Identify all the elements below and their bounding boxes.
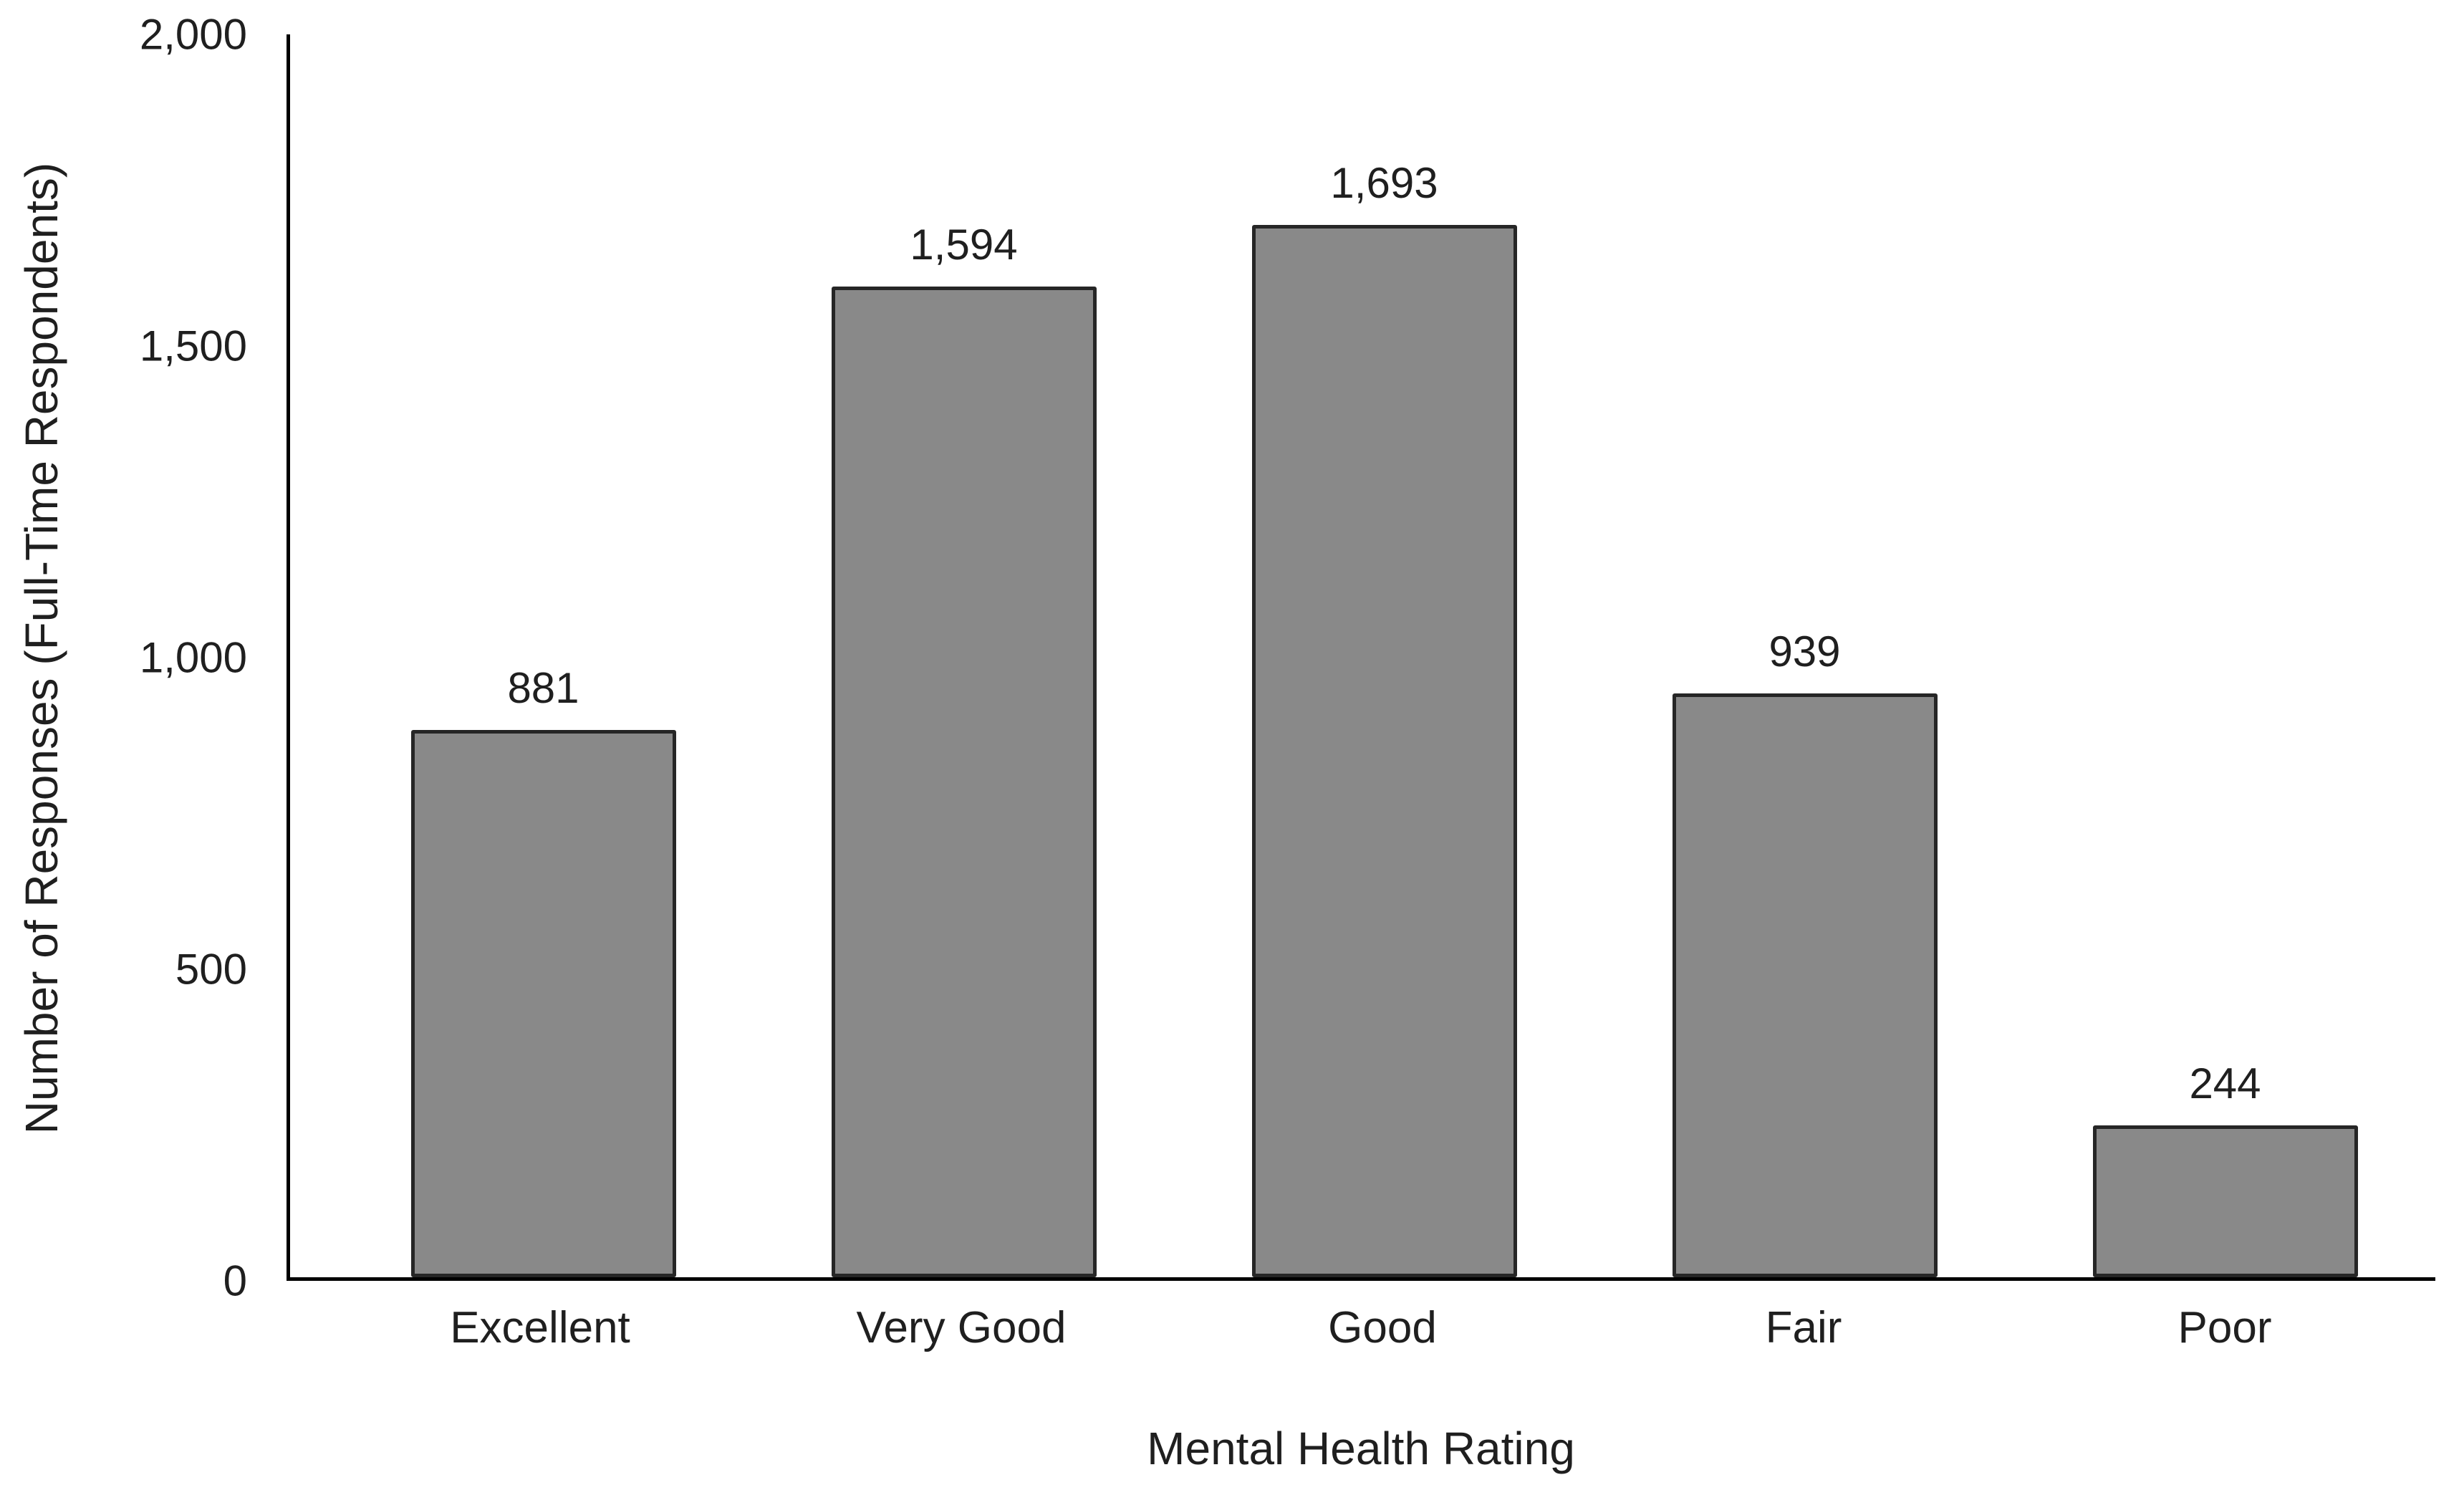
x-tick-label-very-good: Very Good <box>856 1303 1067 1352</box>
bar-value-label-good: 1,693 <box>1330 159 1438 208</box>
plot-area: 881 1,594 1,693 939 244 <box>287 34 2435 1281</box>
x-axis-title: Mental Health Rating <box>1147 1423 1575 1474</box>
bar-very-good <box>831 287 1097 1277</box>
bar-group-fair: 939 <box>1594 34 2015 1277</box>
x-tick-label-poor: Poor <box>2177 1303 2272 1352</box>
y-tick-label: 500 <box>175 945 247 994</box>
bar-value-label-excellent: 881 <box>507 663 579 712</box>
bar-value-label-very-good: 1,594 <box>910 221 1018 269</box>
x-tick-label-excellent: Excellent <box>450 1303 630 1352</box>
y-axis-ticks: 0 500 1,000 1,500 2,000 <box>0 11 247 1305</box>
y-tick-label: 2,000 <box>139 10 247 59</box>
y-tick-label: 1,500 <box>139 322 247 370</box>
y-tick-label: 1,000 <box>139 633 247 682</box>
bar-good <box>1251 225 1517 1277</box>
bar-group-excellent: 881 <box>333 34 754 1277</box>
bar-value-label-fair: 939 <box>1768 628 1841 676</box>
y-tick-label: 0 <box>223 1256 247 1305</box>
x-tick-label-good: Good <box>1328 1303 1437 1352</box>
x-axis-ticks: Excellent Very Good Good Fair Poor <box>287 1302 2435 1353</box>
bar-group-good: 1,693 <box>1174 34 1594 1277</box>
bar-group-poor: 244 <box>2015 34 2435 1277</box>
bar-group-very-good: 1,594 <box>754 34 1174 1277</box>
bar-value-label-poor: 244 <box>2189 1059 2261 1108</box>
bar-fair <box>1672 693 1938 1277</box>
bar-excellent <box>410 729 676 1277</box>
bar-poor <box>2092 1125 2358 1277</box>
x-tick-label-fair: Fair <box>1765 1303 1842 1352</box>
bars: 881 1,594 1,693 939 244 <box>290 34 2435 1277</box>
